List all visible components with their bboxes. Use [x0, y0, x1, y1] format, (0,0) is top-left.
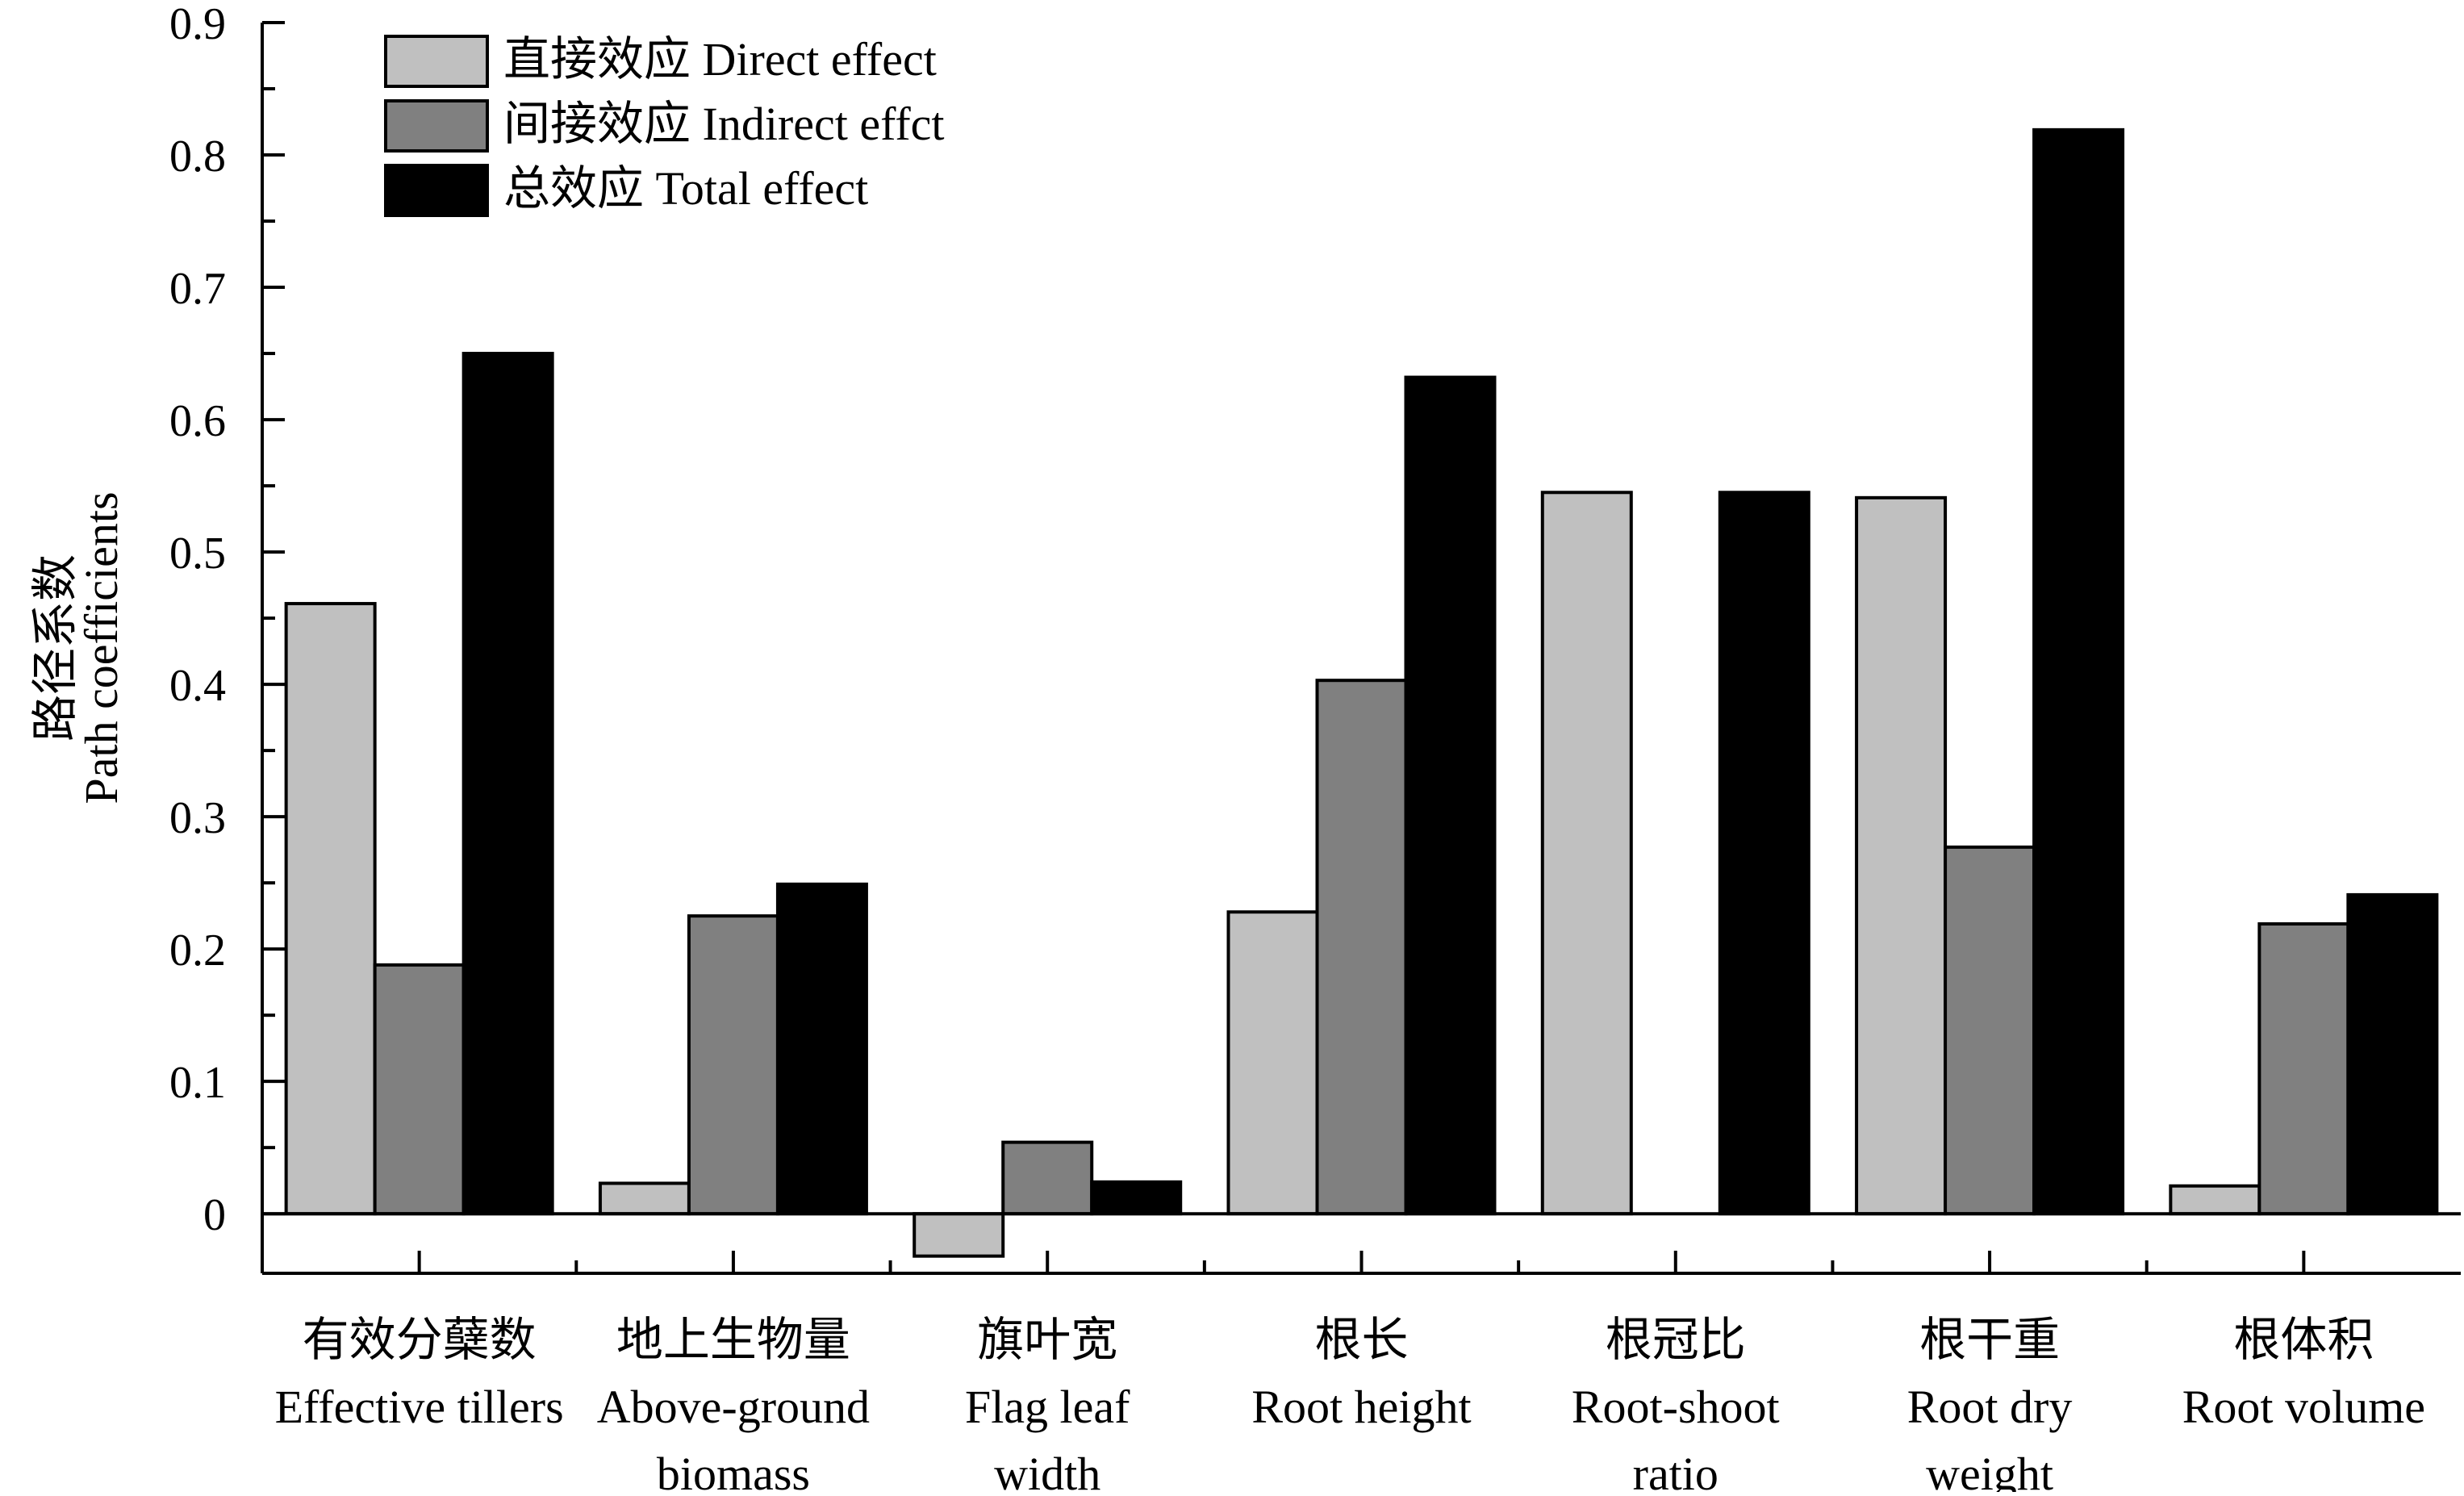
bar-total-0: [461, 352, 554, 1216]
y-tick-label: 0.8: [169, 132, 226, 182]
bar-total-1: [775, 882, 868, 1216]
y-tick-label: 0.2: [169, 926, 226, 976]
x-category-label-5-line-2: weight: [1926, 1448, 2053, 1492]
x-category-label-3-line-1: Root height: [1251, 1381, 1471, 1433]
x-category-label-4-line-1: Root-shoot: [1572, 1381, 1780, 1433]
x-category-label-3-line-0: 根长: [1314, 1314, 1408, 1366]
bar-total-2: [1090, 1180, 1183, 1216]
y-ticks-layer: 0 0.1 0.2 0.3 0.4 0.5 0.6 0.7 0.8 0.9: [169, 0, 285, 1240]
y-tick-label: 0.1: [169, 1058, 226, 1108]
x-category-label-2-line-1: Flag leaf: [965, 1381, 1130, 1433]
x-category-label-0-line-1: Effective tillers: [275, 1381, 564, 1433]
y-tick-label: 0.7: [169, 264, 226, 314]
bar-direct-3: [1226, 910, 1319, 1216]
x-category-label-1-line-0: 地上生物量: [616, 1314, 850, 1366]
bar-direct-0: [284, 602, 377, 1216]
legend-swatch-0: [384, 35, 489, 88]
x-category-label-1-line-2: biomass: [657, 1448, 810, 1492]
y-tick-label: 0.4: [169, 661, 226, 711]
y-tick-label: 0.3: [169, 793, 226, 843]
bar-total-5: [2032, 127, 2125, 1216]
legend-label-2: 总效应 Total effect: [503, 162, 868, 215]
y-tick-label: 0.6: [169, 396, 226, 446]
x-category-label-0-line-0: 有效分蘖数: [303, 1314, 537, 1366]
bar-direct-6: [2169, 1184, 2261, 1216]
bar-direct-4: [1540, 491, 1633, 1216]
x-category-label-1-line-1: Above-ground: [597, 1381, 870, 1433]
legend-swatch-1: [384, 99, 489, 153]
x-category-label-4-line-2: ratio: [1633, 1448, 1719, 1492]
bars-layer: [284, 127, 2439, 1258]
x-category-label-5-line-0: 根干重: [1919, 1314, 2060, 1366]
x-category-label-2-line-2: width: [994, 1448, 1100, 1492]
x-category-label-6-line-1: Root volume: [2182, 1381, 2425, 1433]
x-category-label-2-line-0: 旗叶宽: [977, 1314, 1117, 1366]
bar-indirect-3: [1315, 679, 1408, 1216]
bar-direct-2: [913, 1212, 1005, 1258]
bar-indirect-1: [687, 914, 779, 1216]
bar-total-3: [1404, 375, 1497, 1216]
y-axis-label-line-0: 路径系数: [29, 554, 81, 742]
bar-indirect-6: [2257, 921, 2350, 1216]
bar-direct-1: [598, 1181, 691, 1216]
legend-label-0: 直接效应 Direct effect: [503, 33, 937, 86]
bar-indirect-5: [1944, 845, 2036, 1216]
y-axis-label-line-1: Path coefficients: [75, 491, 127, 804]
x-category-label-5-line-1: Root dry: [1907, 1381, 2073, 1433]
bar-total-4: [1718, 491, 1810, 1216]
legend-swatch-2: [384, 164, 489, 217]
y-tick-label: 0.9: [169, 0, 226, 49]
bar-direct-5: [1855, 495, 1948, 1216]
bar-total-6: [2346, 892, 2439, 1216]
legend: 直接效应 Direct effect 间接效应 Indirect effct 总效应…: [384, 33, 945, 217]
x-category-label-4-line-0: 根冠比: [1606, 1314, 1746, 1366]
y-tick-label: 0: [203, 1190, 226, 1240]
bar-indirect-2: [1001, 1140, 1094, 1216]
bar-indirect-0: [373, 963, 466, 1216]
x-ticks-layer: 有效分蘖数 Effective tillers 地上生物量 Above-ground b…: [275, 1251, 2425, 1496]
legend-label-1: 间接效应 Indirect effct: [503, 98, 945, 150]
x-category-label-6-line-0: 根体积: [2233, 1314, 2374, 1366]
y-tick-label: 0.5: [169, 529, 226, 579]
